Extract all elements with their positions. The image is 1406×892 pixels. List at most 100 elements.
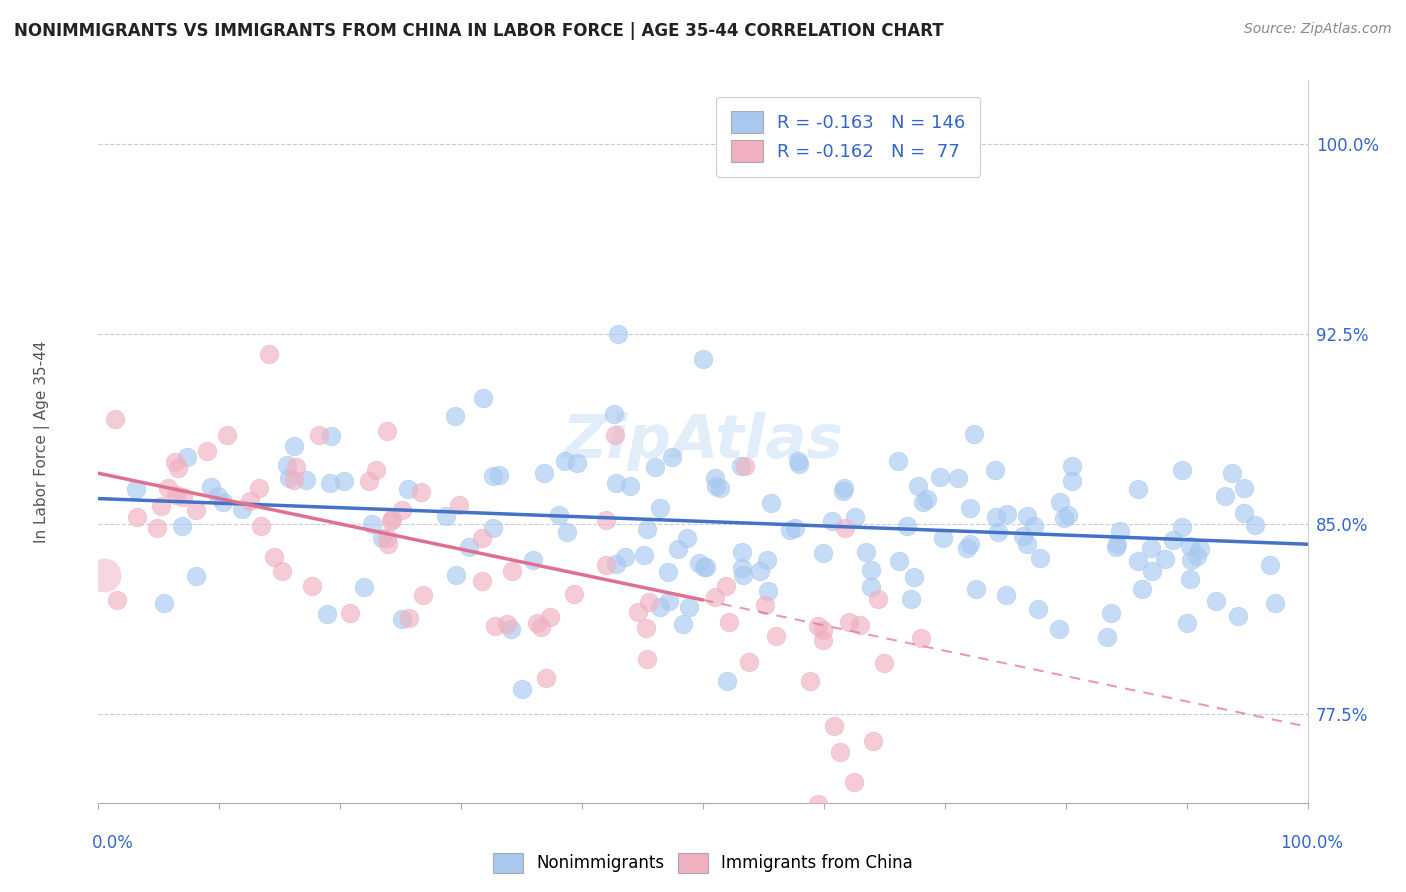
Point (396, 482, 419, 496)
Point (398, 610, 420, 624)
Point (963, 427, 986, 442)
Point (860, 581, 883, 595)
Point (157, 482, 180, 496)
Point (212, 495, 235, 509)
Point (873, 657, 896, 671)
Point (186, 502, 208, 516)
Point (859, 563, 882, 577)
Point (650, 599, 672, 614)
Point (1142, 564, 1164, 578)
Point (709, 481, 731, 495)
Point (830, 745, 852, 759)
Point (562, 587, 585, 601)
Point (484, 619, 506, 633)
Point (554, 454, 576, 468)
Point (648, 501, 671, 516)
Point (718, 615, 741, 629)
Point (301, 579, 323, 593)
Point (657, 565, 679, 579)
Point (666, 542, 689, 557)
Point (319, 475, 342, 490)
Point (263, 549, 285, 564)
Point (308, 428, 330, 442)
Point (1056, 508, 1078, 522)
Point (530, 620, 553, 634)
Point (285, 460, 308, 475)
Point (501, 564, 523, 578)
Point (1264, 596, 1286, 610)
Point (472, 391, 495, 405)
Point (526, 615, 548, 630)
Point (813, 632, 835, 647)
Point (1062, 458, 1084, 473)
Point (247, 481, 270, 495)
Point (704, 471, 727, 485)
Point (633, 549, 655, 563)
Point (1128, 482, 1150, 496)
Point (315, 607, 337, 621)
Point (733, 568, 755, 582)
Point (364, 463, 387, 477)
Point (959, 537, 981, 551)
Point (548, 508, 571, 523)
Point (93, 567, 115, 582)
Point (391, 503, 413, 517)
Point (257, 347, 280, 361)
Point (152, 596, 174, 610)
Point (377, 537, 399, 551)
Point (381, 511, 404, 525)
Point (411, 484, 433, 499)
Point (1062, 474, 1084, 488)
Point (695, 560, 717, 574)
Point (738, 655, 761, 669)
Point (471, 574, 494, 588)
Point (903, 570, 925, 584)
Point (994, 588, 1017, 602)
Point (849, 618, 872, 632)
Point (928, 470, 950, 484)
Point (239, 494, 262, 508)
Point (765, 629, 787, 643)
Point (1161, 533, 1184, 548)
Point (447, 498, 470, 512)
Point (1024, 518, 1046, 533)
Point (807, 619, 830, 633)
Point (482, 469, 505, 483)
Point (716, 579, 738, 593)
Point (607, 326, 630, 341)
Legend: Nonimmigrants, Immigrants from China: Nonimmigrants, Immigrants from China (486, 847, 920, 880)
Point (217, 427, 239, 442)
Point (834, 521, 856, 535)
Point (176, 450, 198, 464)
Point (565, 456, 588, 470)
Point (831, 484, 853, 499)
Point (661, 450, 683, 464)
Point (555, 524, 578, 539)
Point (444, 568, 467, 582)
Point (195, 444, 218, 458)
Point (1130, 582, 1153, 596)
Point (412, 588, 434, 602)
Point (276, 458, 298, 472)
Point (105, 593, 128, 607)
Point (1015, 508, 1038, 523)
Point (533, 466, 555, 480)
Point (186, 569, 208, 583)
Point (333, 475, 356, 489)
Point (789, 457, 811, 471)
Point (627, 605, 650, 619)
Point (614, 550, 637, 565)
Point (1233, 506, 1256, 520)
Point (361, 517, 384, 532)
Point (644, 460, 666, 475)
Point (271, 565, 294, 579)
Point (1175, 616, 1198, 631)
Point (434, 508, 457, 523)
Point (538, 610, 561, 624)
Point (1026, 602, 1049, 616)
Point (172, 490, 194, 504)
Point (756, 584, 779, 599)
Point (688, 556, 710, 570)
Point (1015, 537, 1038, 551)
Point (353, 580, 375, 594)
